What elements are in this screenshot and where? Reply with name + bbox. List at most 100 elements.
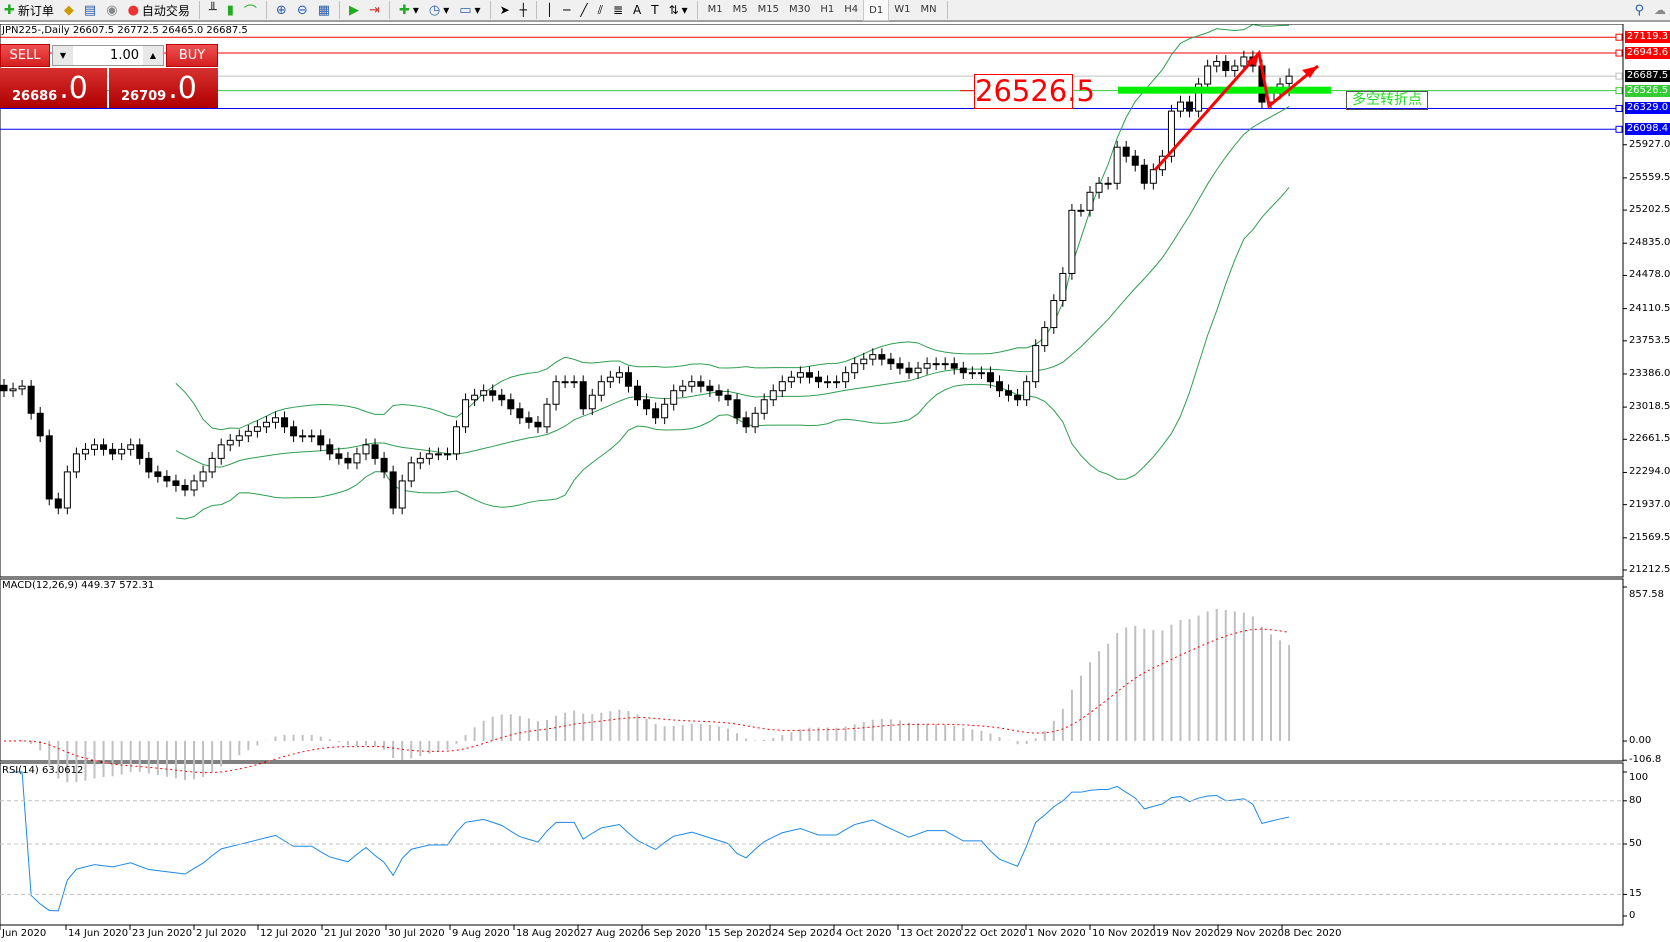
increase-lot-button[interactable]: ▲ xyxy=(143,46,163,65)
bearish-candle xyxy=(742,417,750,428)
bearish-candle xyxy=(371,444,379,459)
bullish-candle xyxy=(1095,182,1103,193)
one-click-trading-panel: SELL ▼ 1.00 ▲ BUY 26686.0 26709.0 xyxy=(0,44,218,108)
bearish-candle xyxy=(579,381,587,410)
macd-axis-label: 0.00 xyxy=(1629,735,1652,746)
templates-button[interactable]: ▭ ▾ xyxy=(459,2,481,18)
tile-windows-button[interactable]: ▦ xyxy=(314,0,334,20)
crosshair-icon: ┼ xyxy=(519,3,527,17)
bullish-candle xyxy=(1077,209,1085,212)
timeframe-m15[interactable]: M15 xyxy=(757,3,780,15)
auto-trading-button[interactable]: ● 自动交易 xyxy=(127,2,190,18)
bullish-candle xyxy=(72,453,80,473)
lot-stepper[interactable]: ▼ 1.00 ▲ xyxy=(52,45,164,66)
signals-button[interactable]: ◉ xyxy=(102,0,121,20)
rsi-axis-label: 0 xyxy=(1629,910,1636,921)
indicators-button[interactable]: ✚ ▾ xyxy=(398,2,419,18)
rsi-label: RSI(14) 63.0612 xyxy=(2,765,84,776)
timeframe-m5[interactable]: M5 xyxy=(732,3,748,15)
buy-price-button[interactable]: 26709.0 xyxy=(109,68,218,108)
text-button[interactable]: A xyxy=(629,0,645,20)
arrow-head-icon xyxy=(1246,53,1259,66)
periods-button[interactable]: ◷ ▾ xyxy=(428,2,450,18)
date-axis-label: 2 Jul 2020 xyxy=(196,928,247,939)
terminal-icon: ▤ xyxy=(83,2,97,18)
price-annotation-box[interactable]: 26526.5 xyxy=(974,74,1095,109)
date-axis-label: 29 Nov 2020 xyxy=(1220,928,1285,939)
bullish-candle xyxy=(199,471,207,482)
auto-scroll-button[interactable]: ▶ xyxy=(345,0,363,20)
sell-price-button[interactable]: 26686.0 xyxy=(0,68,107,108)
lot-input[interactable]: 1.00 xyxy=(110,48,139,63)
bar-chart-button[interactable]: ╨ xyxy=(205,0,221,20)
bullish-candle xyxy=(127,444,135,450)
bearish-candle xyxy=(1005,390,1013,396)
bullish-candle xyxy=(398,480,406,509)
bullish-candle xyxy=(217,444,225,459)
macd-pane xyxy=(0,578,1624,762)
zoom-in-button[interactable]: ⊕ xyxy=(272,0,291,20)
bearish-candle xyxy=(344,457,352,464)
price-axis-label: 25202.5 xyxy=(1629,204,1670,216)
bullish-candle xyxy=(670,390,678,405)
bearish-candle xyxy=(715,390,723,396)
toolbar: ✚ 新订单 ◆ ▤ ◉ ● 自动交易 ╨ ▮ ⌒ ⊕ ⊖ ▦ ▶ ⇥ ✚ ▾ ◷ ▾ ▭… xyxy=(0,0,1670,22)
trendline-button[interactable]: ╱ xyxy=(576,0,591,20)
timeframe-mn[interactable]: MN xyxy=(920,3,937,15)
chat-button[interactable]: ☁ xyxy=(1650,0,1670,20)
rsi-axis-label: 100 xyxy=(1629,772,1649,783)
bullish-candle xyxy=(462,399,470,428)
bullish-candle xyxy=(1059,272,1067,302)
candlestick-icon: ▮ xyxy=(226,2,234,18)
bullish-candle xyxy=(1050,300,1058,329)
bullish-candle xyxy=(968,372,976,375)
sell-button[interactable]: SELL xyxy=(0,44,50,67)
channel-button[interactable]: ⫽ xyxy=(594,0,607,20)
text-label-button[interactable]: T xyxy=(647,0,662,20)
date-axis-label: 9 Aug 2020 xyxy=(452,928,510,939)
date-axis-label: 30 Jul 2020 xyxy=(388,928,445,939)
bearish-candle xyxy=(335,453,343,459)
new-order-button[interactable]: ✚ 新订单 xyxy=(4,2,54,18)
cursor-button[interactable]: ➤ xyxy=(496,0,514,20)
line-chart-button[interactable]: ⌒ xyxy=(240,0,261,20)
chart-canvas[interactable] xyxy=(0,24,1670,942)
buy-button[interactable]: BUY xyxy=(166,44,218,67)
price-axis-label: 21569.5 xyxy=(1629,531,1670,543)
bearish-candle xyxy=(805,372,813,378)
timeframe-d1[interactable]: D1 xyxy=(863,0,890,21)
vertical-line-button[interactable]: │ xyxy=(542,0,557,20)
bullish-candle xyxy=(425,453,433,459)
auto-scroll-icon: ▶ xyxy=(349,2,360,18)
timeframe-m30[interactable]: M30 xyxy=(789,3,811,15)
timeframe-h4[interactable]: H4 xyxy=(844,3,859,15)
bearish-candle xyxy=(905,367,913,374)
timeframe-w1[interactable]: W1 xyxy=(894,3,911,15)
bearish-candle xyxy=(380,457,388,473)
horizontal-line-button[interactable]: ─ xyxy=(559,0,574,20)
fibonacci-button[interactable]: ≣ xyxy=(609,0,627,20)
bearish-candle xyxy=(163,475,171,482)
terminal-button[interactable]: ▤ xyxy=(80,0,100,20)
bearish-candle xyxy=(634,385,641,401)
chart-shift-button[interactable]: ⇥ xyxy=(365,0,384,20)
crosshair-button[interactable]: ┼ xyxy=(516,0,531,20)
price-axis-label: 23386.0 xyxy=(1629,367,1670,379)
bearish-candle xyxy=(498,394,506,401)
bearish-candle xyxy=(652,408,660,419)
pivot-text-label[interactable]: 多空转折点 xyxy=(1346,91,1428,110)
arrows-button[interactable]: ⇅ ▾ xyxy=(668,3,688,17)
timeframe-h1[interactable]: H1 xyxy=(820,3,835,15)
bullish-candle xyxy=(543,403,551,428)
bearish-candle xyxy=(326,444,334,455)
timeframe-m1[interactable]: M1 xyxy=(707,3,723,15)
bearish-candle xyxy=(1186,101,1194,112)
decrease-lot-button[interactable]: ▼ xyxy=(53,46,73,65)
date-axis-label: 15 Sep 2020 xyxy=(708,928,772,939)
search-button[interactable]: ⚲ xyxy=(1630,0,1648,20)
candle-chart-button[interactable]: ▮ xyxy=(223,0,238,20)
date-axis-label: 13 Oct 2020 xyxy=(900,928,962,939)
line-handle xyxy=(1615,125,1623,133)
navigator-button[interactable]: ◆ xyxy=(60,0,78,20)
zoom-out-button[interactable]: ⊖ xyxy=(293,0,312,20)
